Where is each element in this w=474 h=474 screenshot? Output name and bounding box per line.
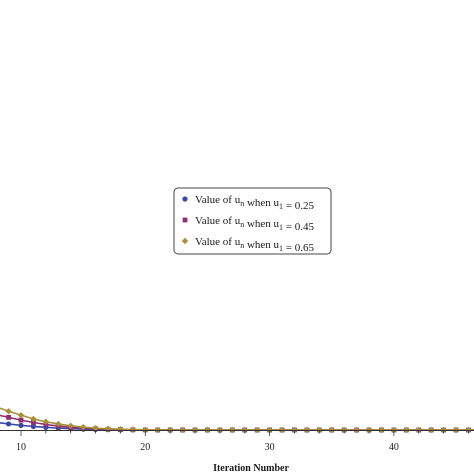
data-point <box>79 423 87 431</box>
data-point <box>6 414 11 420</box>
legend-entry-text: Value of un when u1 = 0.45 <box>195 215 315 233</box>
x-tick-labels: 10 20 30 40 <box>16 442 399 453</box>
data-point <box>92 424 99 432</box>
data-point <box>5 408 12 415</box>
data-point <box>5 421 12 427</box>
series-layer <box>0 407 474 434</box>
legend-entry-text: Value of un when u1 = 0.65 <box>195 236 315 254</box>
data-point <box>129 426 137 433</box>
x-axis-label: Iteration Number <box>213 463 289 474</box>
data-point <box>67 422 74 430</box>
data-point <box>42 418 50 425</box>
data-point <box>142 426 149 433</box>
legend-marker <box>182 196 188 202</box>
data-point <box>55 420 62 428</box>
series-line <box>0 414 474 431</box>
data-point <box>18 422 24 428</box>
x-tick-label: 40 <box>389 442 399 453</box>
legend-entries: Value of un when u1 = 0.25 Value of un wh… <box>181 194 315 254</box>
data-point <box>31 420 36 425</box>
x-tick-label: 20 <box>140 442 150 453</box>
legend: Value of un when u1 = 0.25 Value of un wh… <box>173 187 332 255</box>
x-axis <box>0 430 474 436</box>
x-tick-label: 30 <box>265 442 275 453</box>
series-line <box>0 407 474 431</box>
legend-marker <box>181 237 189 245</box>
data-point <box>30 423 37 430</box>
data-point <box>18 417 24 423</box>
series-3 <box>0 407 474 434</box>
data-point <box>154 426 161 434</box>
data-point <box>17 411 25 419</box>
data-point <box>30 415 37 423</box>
legend-marker <box>182 217 188 223</box>
legend-box <box>173 187 332 255</box>
legend-entry-text: Value of un when u1 = 0.25 <box>195 194 315 212</box>
x-tick-label: 10 <box>16 442 26 453</box>
